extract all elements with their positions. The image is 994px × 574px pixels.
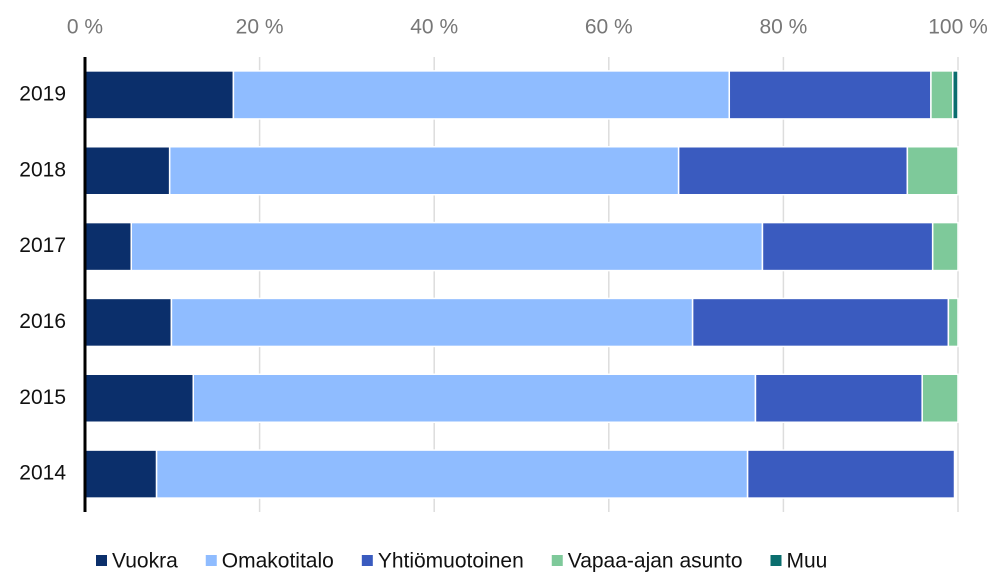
bar-segment bbox=[84, 70, 235, 120]
bar-segment bbox=[691, 297, 950, 348]
bar-segment bbox=[746, 449, 956, 499]
bar-segment bbox=[728, 70, 932, 120]
bar-segment bbox=[947, 297, 959, 348]
y-tick-label: 2017 bbox=[19, 234, 66, 257]
x-tick-label: 20 % bbox=[236, 16, 284, 39]
y-tick-label: 2016 bbox=[19, 310, 66, 333]
y-tick-label: 2019 bbox=[19, 82, 66, 105]
x-tick-label: 80 % bbox=[759, 16, 807, 39]
legend-swatch bbox=[361, 555, 373, 566]
bar-segment bbox=[192, 373, 757, 423]
legend-label: Vuokra bbox=[112, 550, 178, 573]
bar-segment bbox=[761, 221, 934, 272]
bar-segment bbox=[84, 449, 158, 499]
bar-segment bbox=[170, 297, 694, 348]
y-tick-label: 2014 bbox=[19, 462, 66, 485]
bar-segment bbox=[906, 146, 959, 196]
y-tick-label: 2018 bbox=[19, 158, 66, 181]
bar-segment bbox=[677, 146, 909, 196]
legend-label: Yhtiömuotoinen bbox=[378, 550, 524, 573]
bar-segment bbox=[930, 70, 954, 120]
bar-segment bbox=[84, 146, 171, 196]
legend-swatch bbox=[770, 555, 782, 566]
legend-label: Omakotitalo bbox=[222, 550, 334, 573]
bar-segment bbox=[952, 70, 959, 120]
bar-segment bbox=[155, 449, 749, 499]
bar-segment bbox=[754, 373, 923, 423]
x-tick-label: 100 % bbox=[928, 16, 988, 39]
bar-segment bbox=[84, 373, 195, 423]
legend-label: Vapaa-ajan asunto bbox=[568, 550, 743, 573]
bar-segment bbox=[921, 373, 959, 423]
bar-segment bbox=[84, 221, 133, 272]
bar-segment bbox=[84, 297, 173, 348]
bar-segment bbox=[130, 221, 764, 272]
x-tick-label: 60 % bbox=[585, 16, 633, 39]
x-tick-label: 40 % bbox=[410, 16, 458, 39]
legend-swatch bbox=[205, 555, 217, 566]
legend-swatch bbox=[551, 555, 563, 566]
legend-label: Muu bbox=[787, 550, 828, 573]
bar-segment bbox=[931, 221, 959, 272]
y-tick-label: 2015 bbox=[19, 386, 66, 409]
x-tick-label: 0 % bbox=[67, 16, 103, 39]
legend-swatch bbox=[96, 555, 107, 566]
bar-segment bbox=[168, 146, 680, 196]
bar-segment bbox=[232, 70, 731, 120]
